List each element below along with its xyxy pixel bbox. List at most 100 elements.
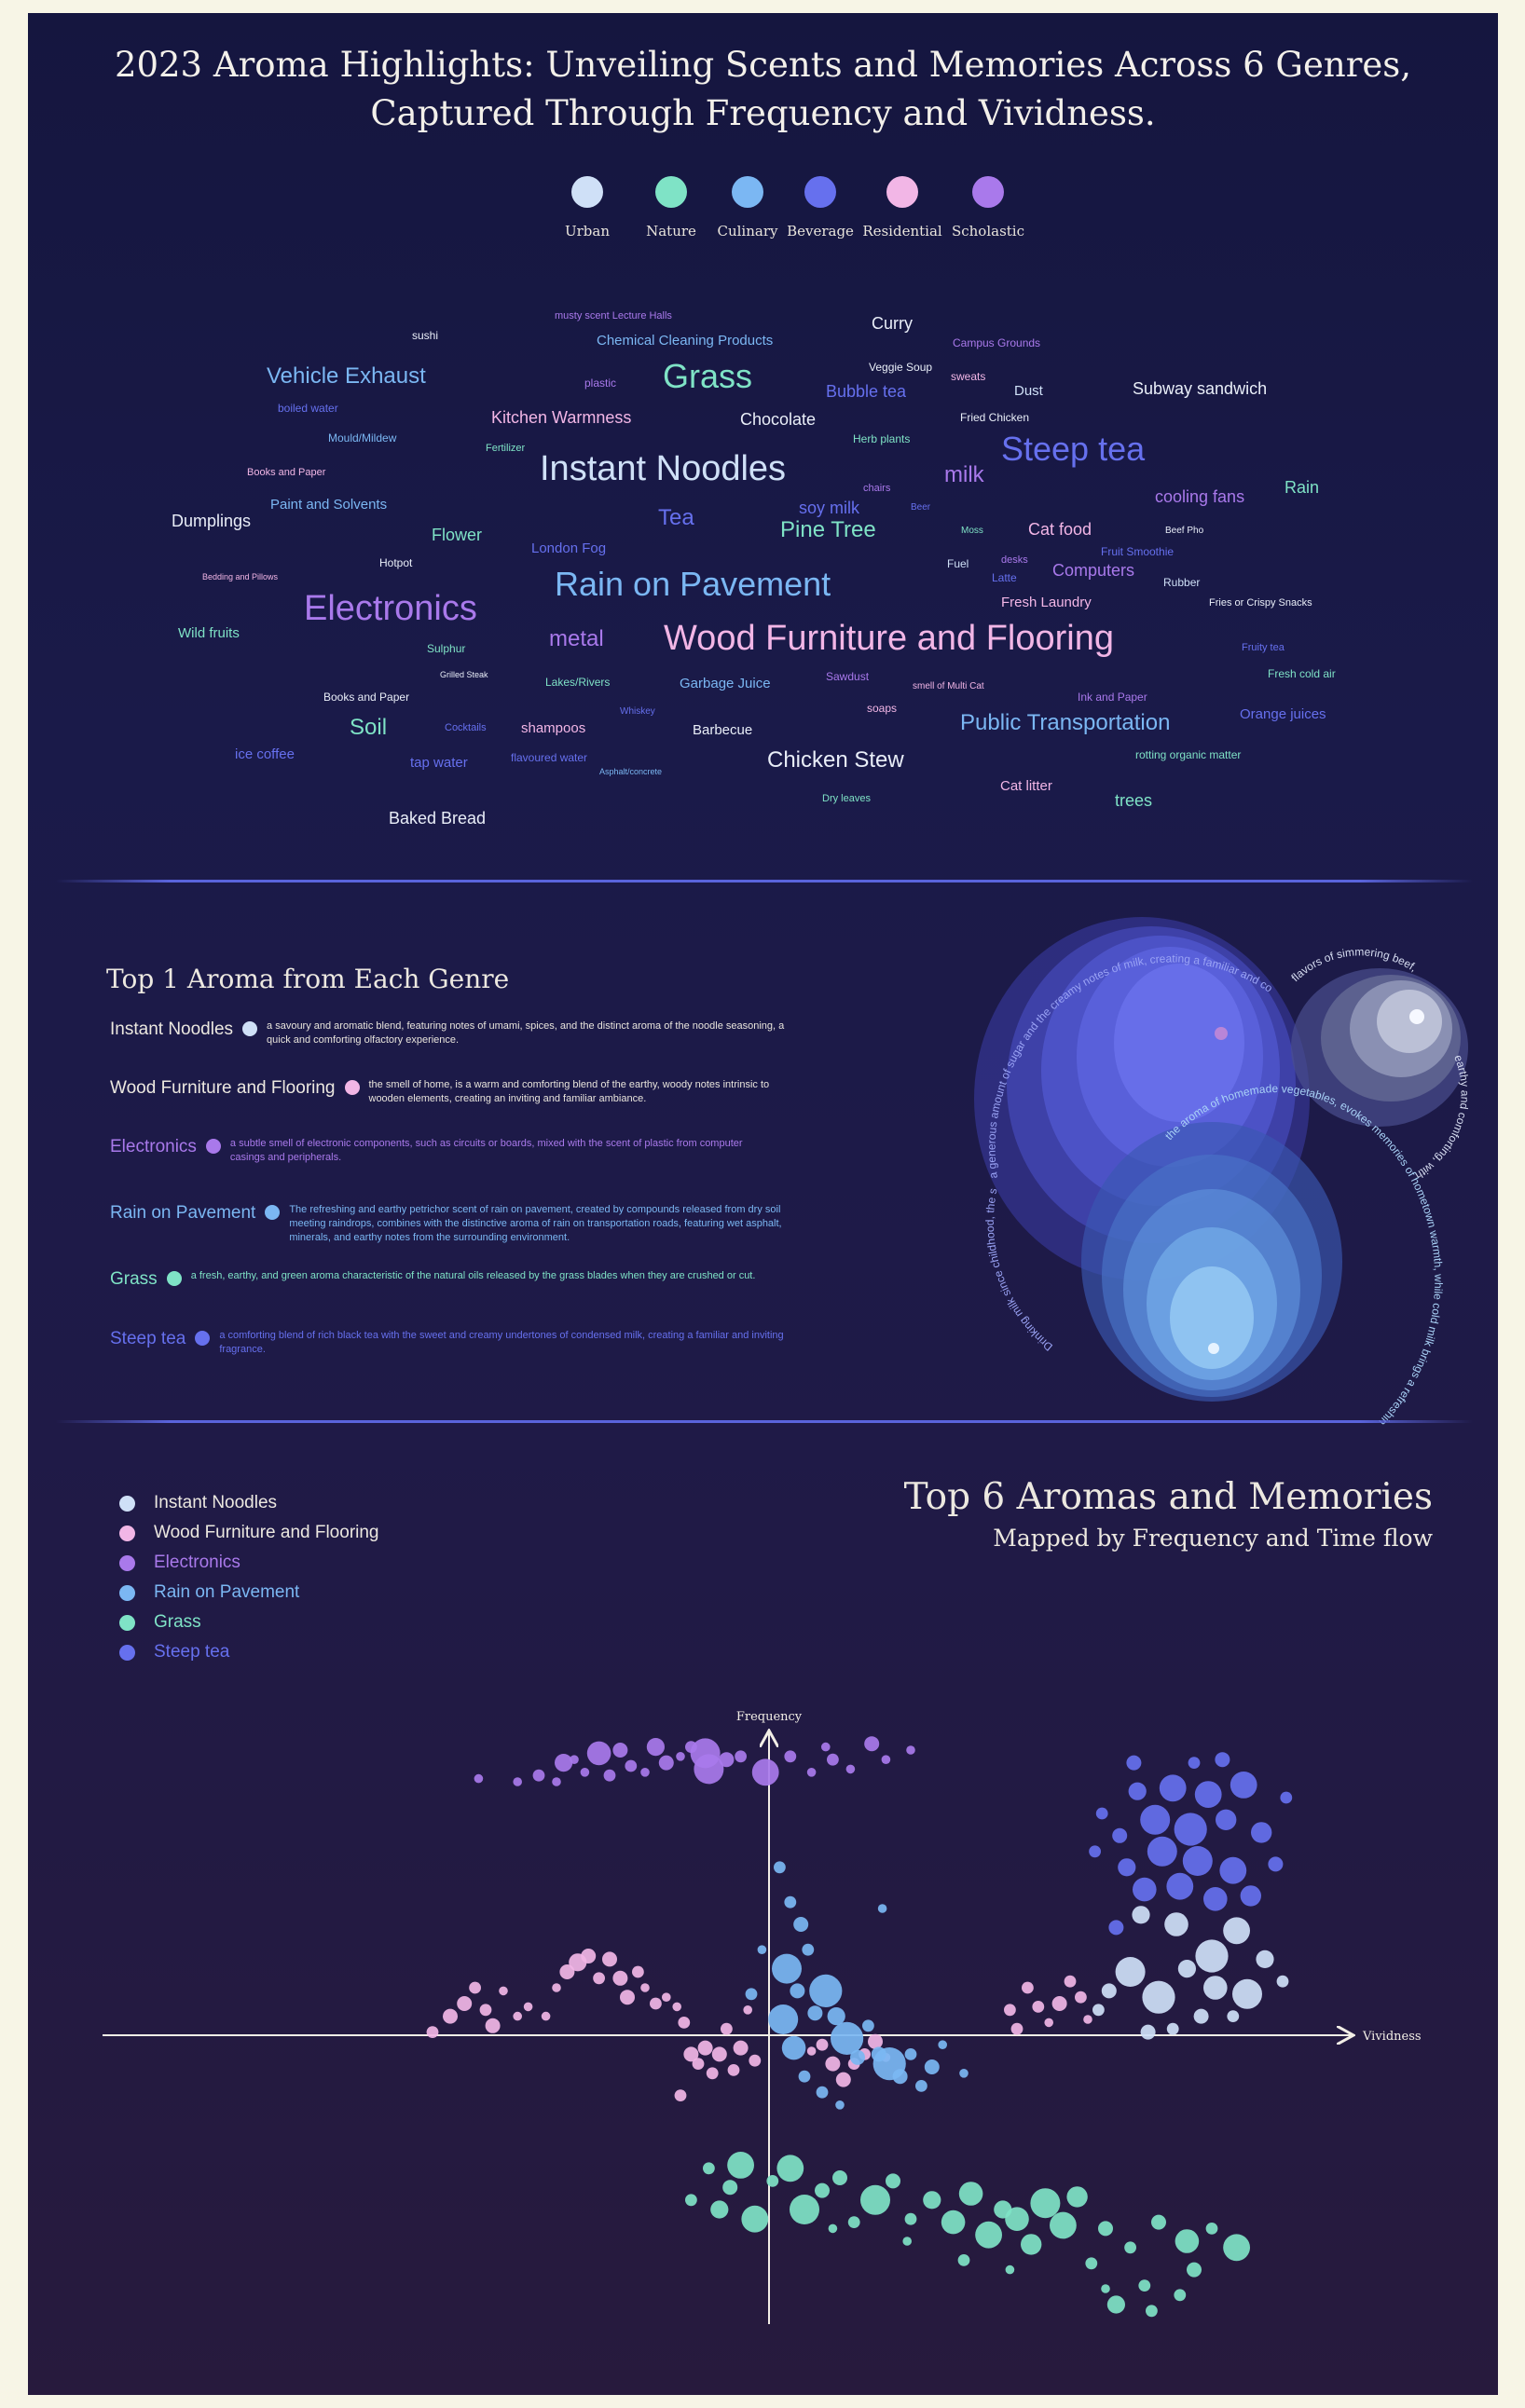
cloud-word: Pine Tree xyxy=(780,517,876,542)
scatter-point-electronics xyxy=(532,1769,545,1782)
scatter-point-electronics xyxy=(552,1777,561,1786)
scatter-point-electronics xyxy=(806,1768,817,1777)
top1-dot xyxy=(265,1205,281,1220)
cloud-word: Fresh Laundry xyxy=(1001,595,1092,610)
scatter-point-rain-on-pavement xyxy=(924,2059,940,2074)
cloud-word: Books and Paper xyxy=(323,691,410,704)
cloud-word: Hotpot xyxy=(379,556,413,569)
cloud-word: Cocktails xyxy=(445,722,487,733)
divider-1 xyxy=(56,880,1473,882)
cloud-word: cooling fans xyxy=(1155,487,1245,506)
scatter-point-steep-tea xyxy=(1203,1887,1228,1911)
cloud-word: Fried Chicken xyxy=(960,411,1030,424)
cloud-word: Kitchen Warmness xyxy=(491,408,632,427)
scatter-point-grass xyxy=(958,2182,983,2206)
genre-label: Urban xyxy=(564,223,611,239)
scatter-point-steep-tea xyxy=(1251,1822,1272,1843)
scatter-point-grass xyxy=(766,2175,779,2187)
scatter-point-electronics xyxy=(658,1755,674,1771)
scatter-point-rain-on-pavement xyxy=(938,2040,947,2049)
scatter-point-wood-furniture-and-flooring xyxy=(674,2089,687,2101)
cloud-word: smell of Multi Cat xyxy=(913,681,984,691)
cloud-word: Public Transportation xyxy=(960,710,1171,735)
cloud-word: Baked Bread xyxy=(389,809,487,828)
scatter-point-rain-on-pavement xyxy=(892,2069,908,2085)
scatter-point-rain-on-pavement xyxy=(827,2007,845,2026)
scatter-point-steep-tea xyxy=(1174,1813,1207,1846)
cloud-word: Cat food xyxy=(1028,520,1092,539)
cloud-word: Computers xyxy=(1052,561,1135,580)
s3-legend-label: Wood Furniture and Flooring xyxy=(154,1523,379,1542)
scatter-point-electronics xyxy=(580,1768,590,1777)
scatter-point-electronics xyxy=(719,1752,735,1768)
scatter-point-rain-on-pavement xyxy=(862,2019,874,2032)
scatter-point-wood-furniture-and-flooring xyxy=(806,2046,817,2056)
title-line-2: Captured Through Frequency and Vividness… xyxy=(370,93,1156,133)
scatter-point-grass xyxy=(975,2221,1002,2249)
scatter-point-instant-noodles xyxy=(1256,1950,1274,1968)
scatter-point-steep-tea xyxy=(1108,1920,1124,1936)
scatter-point-rain-on-pavement xyxy=(809,1974,843,2007)
top1-row: Instant Noodles a savoury and aromatic bl… xyxy=(110,1019,789,1047)
scatter-point-wood-furniture-and-flooring xyxy=(733,2040,749,2056)
cloud-word: Subway sandwich xyxy=(1133,379,1268,398)
scatter-point-wood-furniture-and-flooring xyxy=(513,2011,522,2021)
scatter-point-rain-on-pavement xyxy=(807,2005,823,2021)
scatter-point-electronics xyxy=(625,1759,638,1772)
scatter-point-steep-tea xyxy=(1140,1804,1171,1835)
s3-legend-dot xyxy=(119,1614,135,1631)
top1-desc: a subtle smell of electronic components,… xyxy=(229,1138,743,1163)
cloud-word: Wood Furniture and Flooring xyxy=(664,619,1114,658)
top1-row: Steep tea a comforting blend of rich blac… xyxy=(110,1329,788,1357)
scatter-chart: Vividness Frequency xyxy=(103,1710,1422,2324)
genre-dot xyxy=(972,176,1004,208)
scatter-point-wood-furniture-and-flooring xyxy=(697,2040,713,2056)
cloud-word: soy milk xyxy=(799,499,860,517)
cloud-word: desks xyxy=(1001,554,1028,566)
scatter-point-grass xyxy=(923,2191,941,2210)
scatter-point-rain-on-pavement xyxy=(768,2004,799,2034)
scatter-point-grass xyxy=(710,2200,729,2219)
top1-name: Grass xyxy=(110,1269,158,1289)
scatter-point-grass xyxy=(1098,2221,1113,2237)
scatter-point-grass xyxy=(1138,2279,1151,2292)
genre-legend-item-urban: Urban xyxy=(541,176,634,239)
scatter-point-instant-noodles xyxy=(1232,1978,1262,2009)
scatter-point-wood-furniture-and-flooring xyxy=(1083,2015,1092,2024)
scatter-point-steep-tea xyxy=(1128,1782,1147,1800)
scatter-point-electronics xyxy=(676,1752,685,1761)
scatter-point-rain-on-pavement xyxy=(784,1895,797,1909)
bubble-instant-noodles xyxy=(1291,968,1468,1127)
scatter-point-steep-tea xyxy=(1194,1781,1222,1808)
cloud-word: Fertilizer xyxy=(486,443,526,454)
scatter-point-grass xyxy=(790,2195,819,2224)
scatter-point-wood-furniture-and-flooring xyxy=(1064,1975,1077,1988)
scatter-point-grass xyxy=(1030,2188,1061,2219)
scatter-point-instant-noodles xyxy=(1203,1976,1228,2000)
scatter-point-grass xyxy=(703,2162,715,2175)
genre-label: Nature xyxy=(646,223,696,239)
scatter-point-instant-noodles xyxy=(1132,1906,1150,1924)
cloud-word: sushi xyxy=(412,329,439,342)
scatter-point-rain-on-pavement xyxy=(757,1945,767,1954)
s3-legend-dot xyxy=(119,1584,135,1601)
scatter-point-wood-furniture-and-flooring xyxy=(825,2056,841,2072)
cloud-word: Dust xyxy=(1014,383,1043,399)
top1-row: Grass a fresh, earthy, and green aroma ch… xyxy=(110,1269,788,1290)
scatter-point-electronics xyxy=(640,1768,650,1777)
scatter-point-wood-furniture-and-flooring xyxy=(650,1997,662,2010)
genre-label: Scholastic xyxy=(951,223,1025,239)
genre-legend-item-nature: Nature xyxy=(625,176,718,239)
cloud-word: Latte xyxy=(992,571,1017,584)
cloud-word: Steep tea xyxy=(1001,430,1146,468)
divider-2 xyxy=(56,1420,1473,1423)
s3-legend-label: Grass xyxy=(154,1612,201,1632)
scatter-point-grass xyxy=(1066,2186,1088,2208)
top1-row: Rain on Pavement The refreshing and earth… xyxy=(110,1203,783,1245)
top1-name: Wood Furniture and Flooring xyxy=(110,1078,336,1098)
scatter-point-grass xyxy=(828,2223,838,2234)
scatter-point-grass xyxy=(685,2194,697,2207)
scatter-point-wood-furniture-and-flooring xyxy=(662,1992,671,2002)
cloud-word: Books and Paper xyxy=(247,467,326,478)
scatter-point-wood-furniture-and-flooring xyxy=(706,2067,719,2080)
